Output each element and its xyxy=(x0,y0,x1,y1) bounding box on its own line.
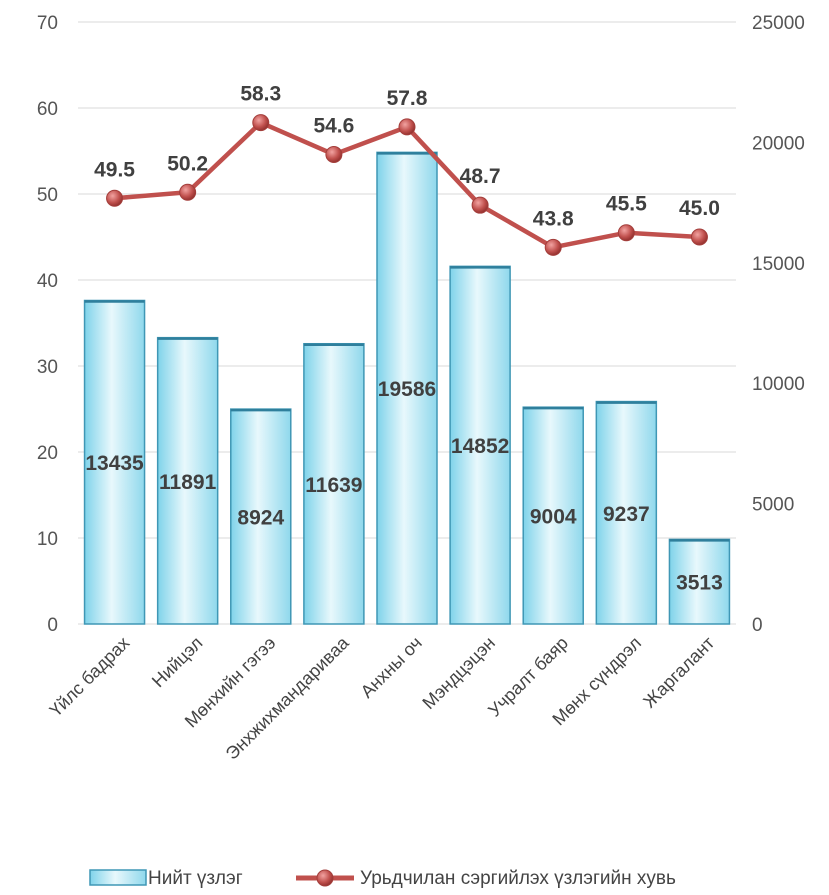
bar-data-label: 14852 xyxy=(451,435,509,458)
line-marker xyxy=(106,189,124,207)
left-tick-label: 50 xyxy=(37,185,58,206)
bar xyxy=(376,151,438,625)
category-label: Энхжихмандариваа xyxy=(222,632,354,764)
line-marker xyxy=(252,114,270,132)
line-marker xyxy=(690,228,708,246)
left-tick-label: 20 xyxy=(37,443,58,464)
bar xyxy=(522,406,584,625)
line-marker xyxy=(617,224,635,242)
bar-data-label: 9004 xyxy=(530,506,577,529)
line-data-label: 43.8 xyxy=(533,207,574,230)
legend-item-line: Урьдчилан сэргийлэх үзлэгийн хувь xyxy=(296,868,676,889)
line-marker xyxy=(544,238,562,256)
line-data-label: 45.0 xyxy=(679,197,720,220)
line-marker xyxy=(179,183,197,201)
bar xyxy=(156,336,219,625)
category-label: Нийцэл xyxy=(148,633,206,691)
left-tick-label: 70 xyxy=(37,13,58,34)
category-label: Жаргалант xyxy=(639,633,718,712)
bar-data-label: 11639 xyxy=(305,474,362,497)
line-data-label: 48.7 xyxy=(460,165,501,188)
bar-data-label: 3513 xyxy=(676,572,723,595)
right-tick-label: 20000 xyxy=(752,133,805,154)
bar xyxy=(668,538,731,625)
left-tick-label: 60 xyxy=(37,99,58,120)
legend: Нийт үзлэг Урьдчилан сэргийлэх үзлэгийн … xyxy=(89,868,676,889)
bar-series: 13435 11891 8924 11639 19586 14852 9004 9237 351… xyxy=(83,151,731,625)
line-data-label: 45.5 xyxy=(606,193,647,216)
line-marker xyxy=(325,145,343,163)
line-marker xyxy=(398,118,416,136)
line-series: 49.5 50.2 58.3 54.6 57.8 48.7 43.8 45.5 45.0 xyxy=(94,83,720,256)
bar xyxy=(83,299,146,625)
bar-data-label: 11891 xyxy=(159,471,217,494)
legend-item-bar: Нийт үзлэг xyxy=(89,868,243,889)
line-data-label: 49.5 xyxy=(94,158,135,181)
bar-data-label: 13435 xyxy=(85,452,144,475)
right-axis: 0 5000 10000 15000 20000 25000 xyxy=(752,13,805,636)
category-label: Анхны оч xyxy=(357,633,426,702)
bar xyxy=(595,400,658,625)
bar xyxy=(303,342,365,625)
left-tick-label: 30 xyxy=(37,357,58,378)
line-data-label: 57.8 xyxy=(387,87,428,110)
line-data-label: 54.6 xyxy=(313,114,354,137)
bar-data-label: 9237 xyxy=(603,503,650,526)
bar-data-label: 19586 xyxy=(378,378,436,401)
left-tick-label: 0 xyxy=(47,615,58,636)
right-tick-label: 15000 xyxy=(752,254,805,275)
right-tick-label: 0 xyxy=(752,615,763,636)
right-tick-label: 5000 xyxy=(752,495,794,516)
line-marker xyxy=(471,196,489,214)
bar-data-label: 8924 xyxy=(237,507,284,530)
bar xyxy=(449,265,511,625)
category-label: Мэндцэцэн xyxy=(418,633,498,713)
line-data-label: 58.3 xyxy=(240,83,281,106)
category-label: Үйлс бадрах xyxy=(46,633,134,721)
bar xyxy=(230,408,292,625)
legend-bar-swatch xyxy=(89,869,147,886)
legend-line-label: Урьдчилан сэргийлэх үзлэгийн хувь xyxy=(360,868,676,889)
legend-bar-label: Нийт үзлэг xyxy=(148,868,243,889)
left-tick-label: 40 xyxy=(37,271,58,292)
left-axis: 0 10 20 30 40 50 60 70 xyxy=(37,13,58,636)
legend-line-marker xyxy=(316,869,334,887)
right-tick-label: 25000 xyxy=(752,13,805,34)
left-tick-label: 10 xyxy=(37,529,58,550)
line-data-label: 50.2 xyxy=(167,152,208,175)
right-tick-label: 10000 xyxy=(752,374,805,395)
